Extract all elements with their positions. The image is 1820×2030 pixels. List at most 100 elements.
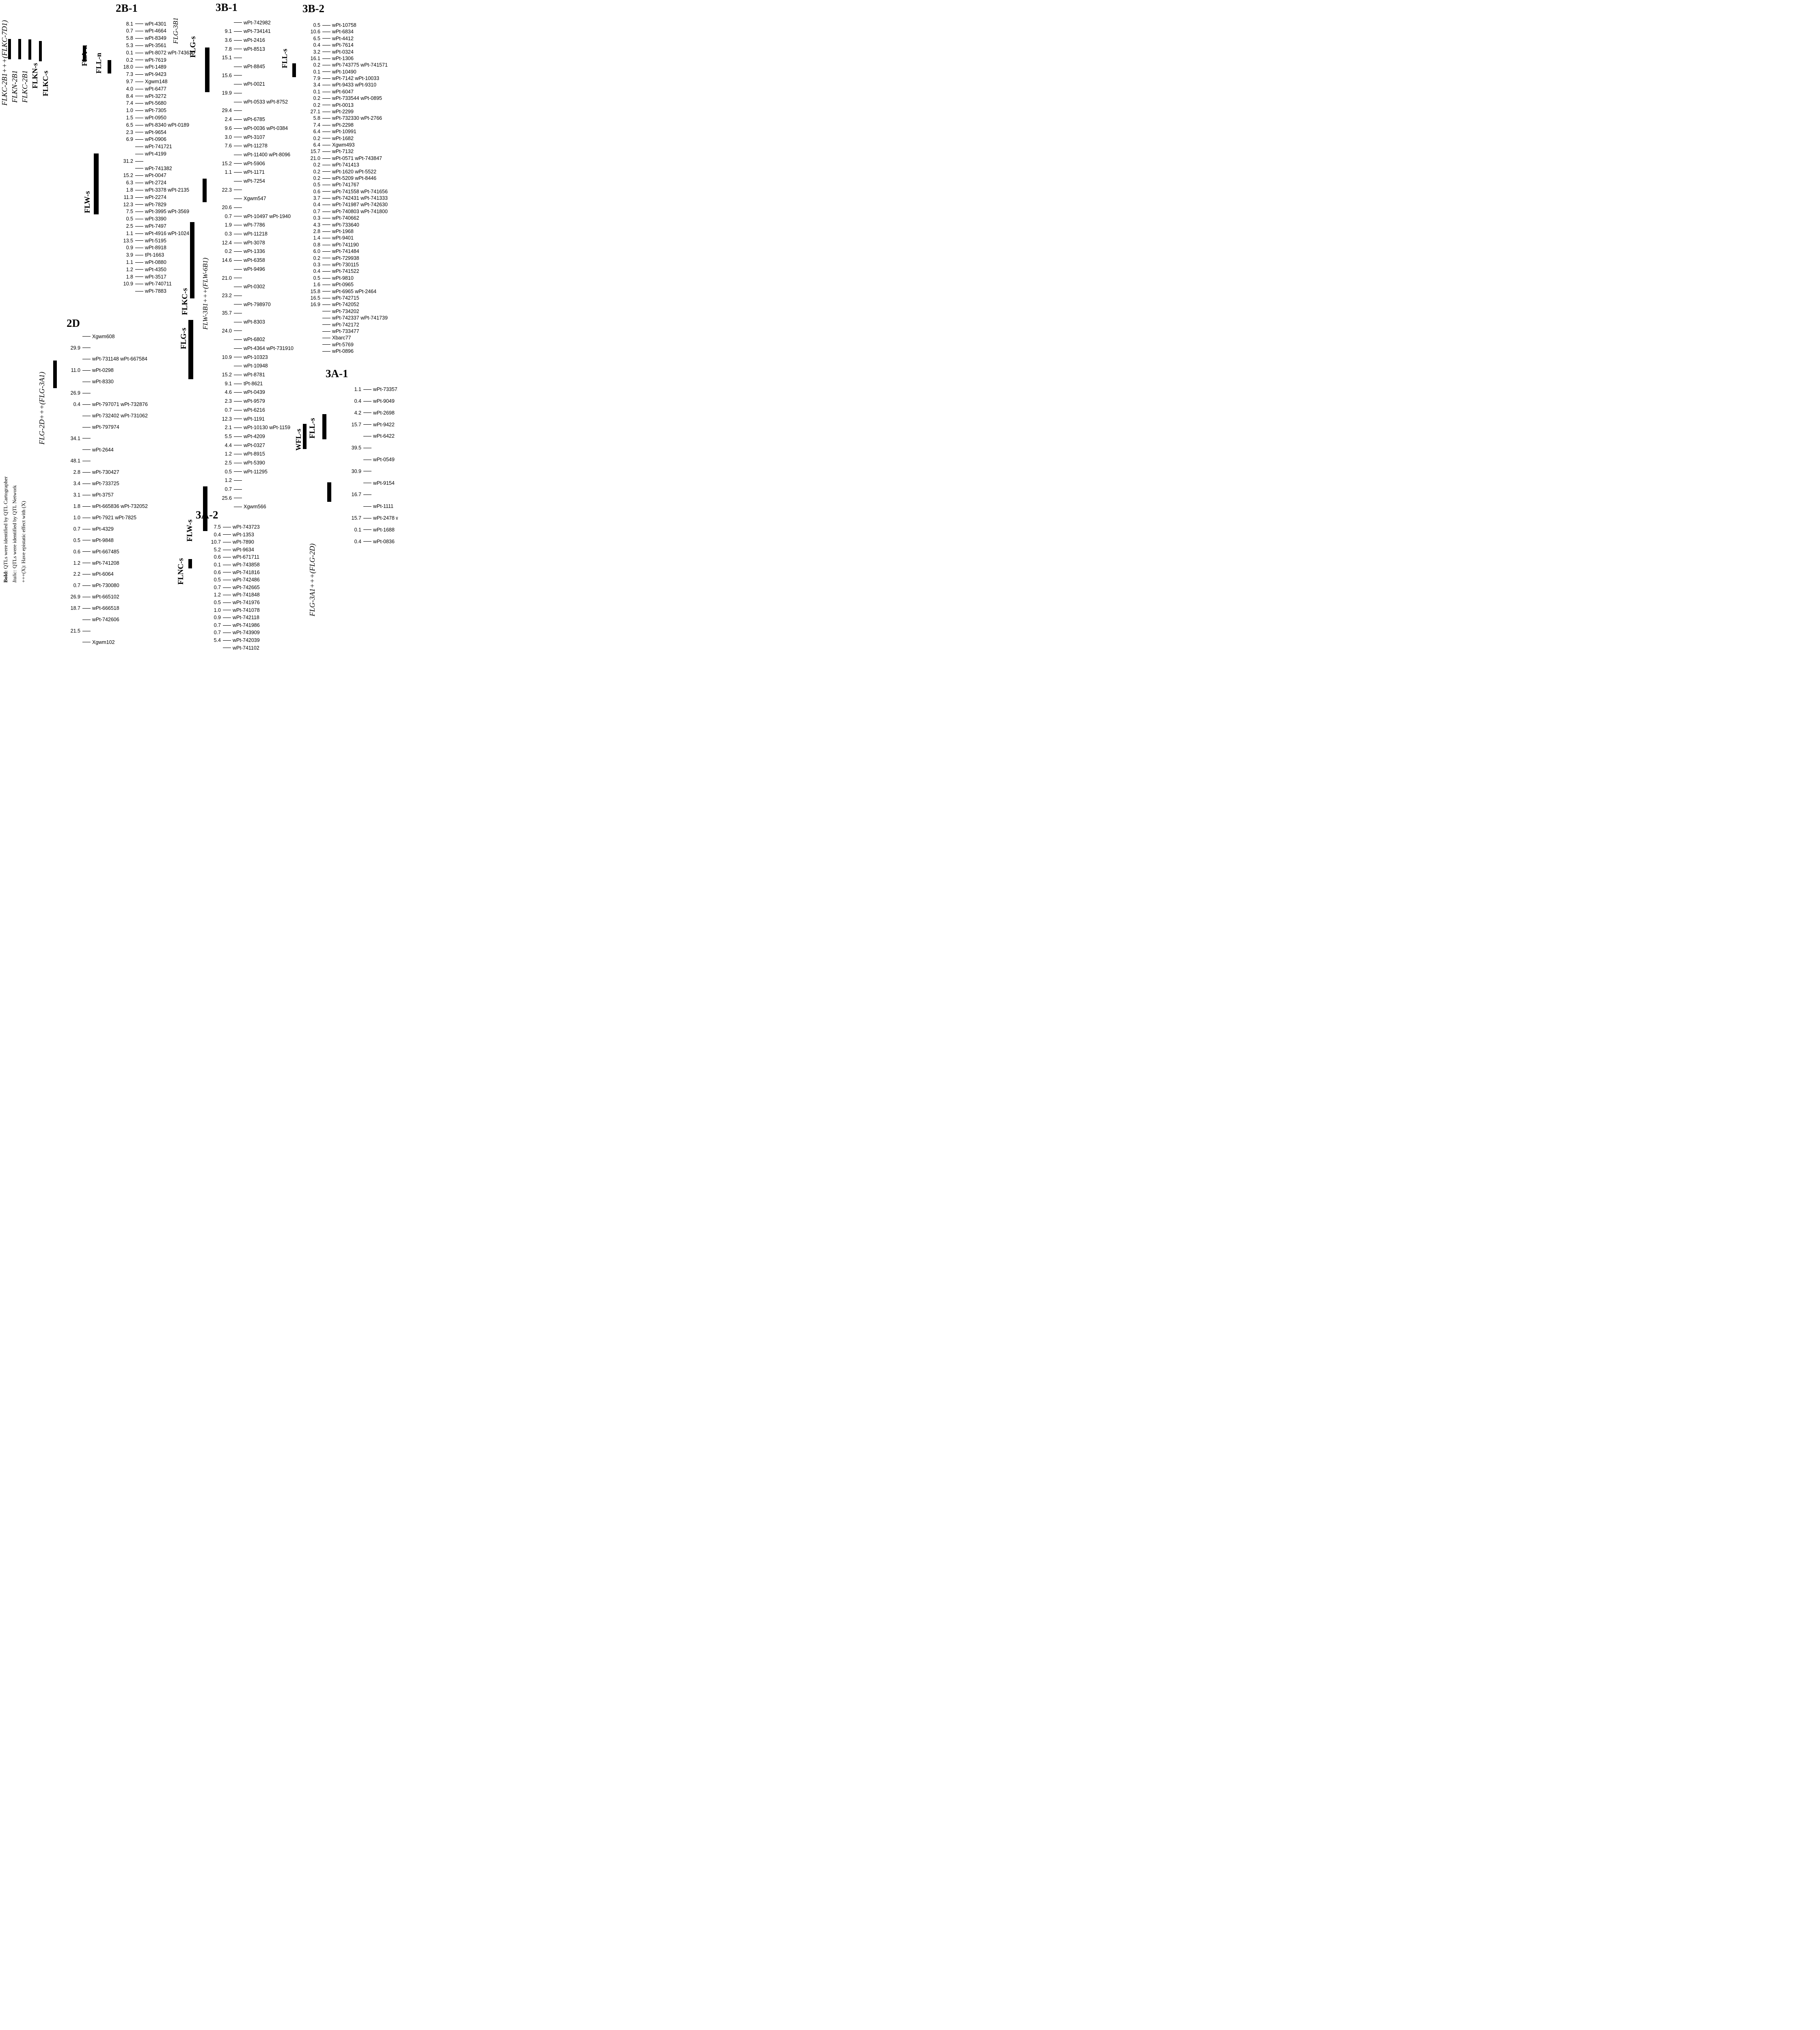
locus-marker: wPt-9049 [373, 398, 395, 404]
locus-row: 0.1 wPt-1688 [342, 524, 398, 536]
locus-marker: wPt-1336 [244, 248, 265, 255]
chromosome-3B-1: 3B-1 wPt-742982 9.1 wPt-734141 3.6 [212, 1, 346, 512]
locus-tick [322, 171, 330, 172]
locus-marker: wPt-741102 [233, 645, 259, 650]
locus-row: wPt-0302 [212, 283, 346, 292]
locus-marker: wPt-5195 [145, 238, 166, 244]
locus-distance: 6.0 [313, 248, 320, 255]
locus-row: 0.2 wPt-741413 [301, 162, 398, 168]
locus-marker: wPt-3272 [145, 93, 166, 99]
locus-distance: 1.0 [73, 514, 80, 520]
locus-distance: 0.1 [313, 69, 320, 75]
locus-distance: 0.1 [214, 562, 221, 568]
locus-row: 3.1 wPt-3757 [61, 489, 183, 501]
locus-row: 25.6 [212, 494, 346, 503]
locus-marker: wPt-0013 [332, 102, 354, 108]
locus-list-3A-1: 1.1 wPt-733571 0.4 wPt-9049 4.2 wPt-2698 [342, 384, 398, 547]
locus-row: 1.1 wPt-0880 [114, 259, 244, 266]
locus-row: 0.4 wPt-0836 [342, 536, 398, 547]
locus-tick [135, 233, 143, 234]
locus-marker: wPt-0906 [145, 136, 166, 143]
locus-distance: 1.2 [214, 592, 221, 598]
locus-marker: wPt-730080 [92, 583, 119, 589]
locus-row: 1.8 wPt-3517 [114, 273, 244, 281]
locus-marker: wPt-8915 [244, 451, 265, 457]
locus-row: wPt-798970 [212, 300, 346, 309]
locus-marker: wPt-9433 wPt-9310 [332, 82, 377, 88]
locus-marker: wPt-742665 [233, 584, 260, 590]
locus-tick [82, 472, 91, 473]
locus-tick [234, 348, 242, 349]
locus-tick [322, 118, 330, 119]
locus-distance: 3.6 [225, 37, 232, 43]
locus-row: 16.1 wPt-1306 [301, 55, 398, 62]
locus-row: 21.0 wPt-0571 wPt-743847 [301, 155, 398, 162]
locus-row: 5.8 wPt-8349 [114, 35, 244, 42]
locus-tick [135, 74, 143, 75]
locus-marker: wPt-0036 wPt-0384 [244, 125, 288, 131]
locus-distance: 29.9 [70, 345, 80, 351]
locus-distance: 1.0 [214, 607, 221, 613]
locus-marker: wPt-7883 [145, 288, 166, 294]
locus-row: 4.6 wPt-0439 [212, 388, 346, 397]
locus-distance: 3.2 [313, 49, 320, 55]
locus-distance: 9.1 [225, 28, 232, 35]
locus-marker: wPt-742606 [92, 616, 119, 622]
locus-marker: wPt-730427 [92, 469, 119, 475]
locus-marker: wPt-742172 [332, 322, 359, 328]
locus-row: 3.4 wPt-9433 wPt-9310 [301, 82, 398, 89]
chromosome-title-3A-2: 3A-2 [196, 509, 218, 521]
locus-distance: 16.7 [351, 492, 361, 498]
locus-marker: wPt-10948 [244, 363, 268, 369]
locus-marker: wPt-734202 [332, 308, 359, 314]
locus-distance: 35.7 [222, 310, 232, 316]
qtl-bar-flkc-s-3b1 [190, 222, 194, 298]
locus-row: 1.2 wPt-8915 [212, 450, 346, 459]
locus-marker: wPt-1111 [373, 503, 394, 510]
locus-tick [363, 506, 371, 507]
qtl-bar-flkn-s [28, 39, 31, 60]
locus-marker: wPt-743723 [233, 524, 260, 530]
locus-distance: 0.4 [354, 398, 361, 404]
locus-distance: 5.5 [225, 433, 232, 439]
locus-distance: 0.4 [354, 538, 361, 544]
locus-marker: wPt-0302 [244, 284, 265, 290]
locus-marker: wPt-10497 wPt-1940 [244, 213, 291, 219]
legend-epistatic-note: +++(X): Have epistatic effect with (X) [20, 461, 27, 583]
locus-marker: wPt-8918 [145, 245, 166, 251]
locus-tick [234, 436, 242, 437]
locus-distance: 3.4 [73, 481, 80, 487]
locus-row: 12.3 wPt-7829 [114, 201, 244, 208]
locus-distance: 2.8 [73, 469, 80, 475]
locus-marker: wPt-733477 [332, 328, 359, 334]
locus-tick [363, 424, 371, 425]
locus-marker: wPt-733571 [373, 387, 398, 393]
locus-row: 7.4 wPt-2298 [301, 122, 398, 128]
locus-row: 0.7 wPt-4664 [114, 28, 244, 35]
locus-tick [82, 551, 91, 552]
locus-distance: 6.4 [313, 142, 320, 148]
chromosome-title-3A-1: 3A-1 [326, 367, 348, 380]
locus-tick [82, 427, 91, 428]
locus-tick [82, 336, 91, 337]
locus-distance: 10.6 [310, 29, 320, 35]
locus-row: 15.7 wPt-7132 [301, 148, 398, 155]
locus-marker: tPt-1663 [145, 252, 164, 258]
locus-row: 0.4 wPt-9049 [342, 395, 398, 407]
locus-marker: wPt-1968 [332, 229, 354, 235]
locus-marker: wPt-3078 [244, 240, 265, 246]
locus-row: 12.4 wPt-3078 [212, 238, 346, 247]
locus-marker: wPt-741522 [332, 268, 359, 274]
locus-marker: wPt-4664 [145, 28, 166, 34]
locus-marker: wPt-742039 [233, 637, 260, 643]
locus-marker: wPt-10323 [244, 354, 268, 360]
locus-tick [234, 471, 242, 472]
locus-row: 0.7 wPt-10497 wPt-1940 [212, 212, 346, 221]
locus-tick [135, 110, 143, 111]
locus-row: 10.7 wPt-7890 [201, 538, 315, 546]
locus-tick [322, 178, 330, 179]
chromosome-title-3B-2: 3B-2 [302, 2, 324, 15]
locus-marker: wPt-741190 [332, 242, 359, 248]
locus-row: 2.1 wPt-10130 wPt-1159 [212, 423, 346, 432]
legend-italic-text: QTLs were identified by QTL Network [11, 485, 17, 570]
